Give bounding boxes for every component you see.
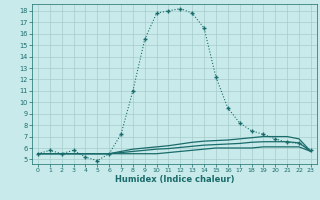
X-axis label: Humidex (Indice chaleur): Humidex (Indice chaleur): [115, 175, 234, 184]
